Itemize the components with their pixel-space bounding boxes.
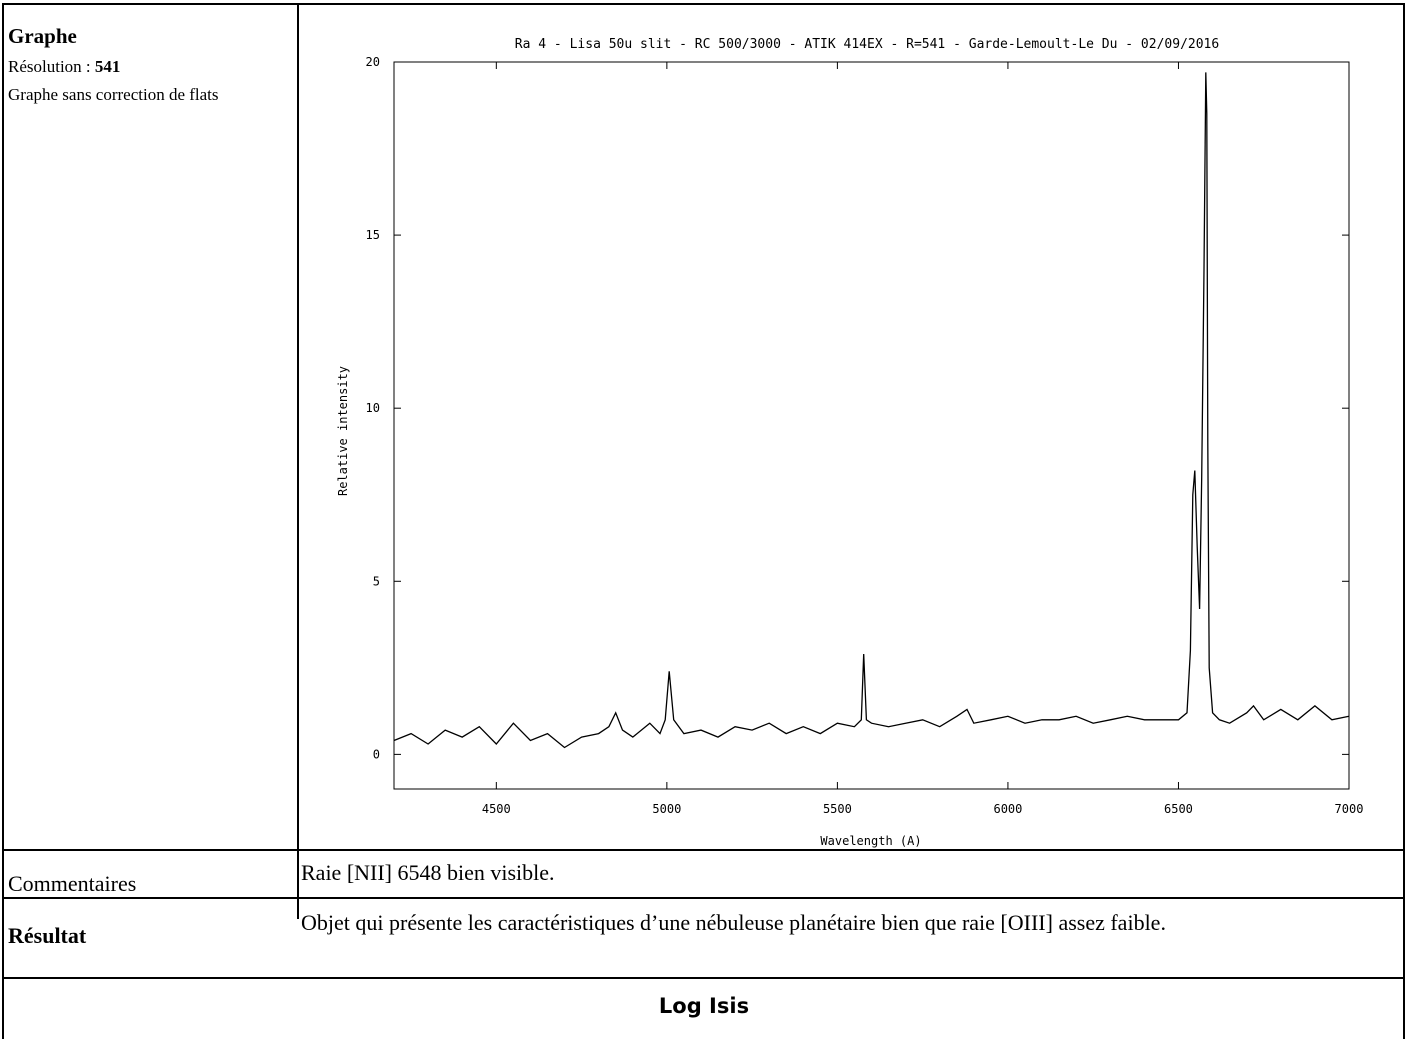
result-text: Objet qui présente les caractéristiques … [301,910,1166,935]
x-tick-label: 4500 [482,802,511,816]
spectrum-line [393,72,1350,749]
plot-area-frame [393,61,1350,790]
resolution-line: Résolution : 541 [8,57,293,77]
axis-tick-labels: 4500 5000 5500 6000 6500 7000 0 5 10 15 20 [366,55,1364,816]
table-border-top [2,3,1405,5]
axis-ticks [394,61,1350,789]
y-tick-label: 20 [366,55,380,69]
x-tick-label: 5000 [652,802,681,816]
y-axis-label: Relative intensity [336,366,350,496]
row-divider-3 [2,977,1405,979]
spectrum-chart: Ra 4 - Lisa 50u slit - RC 500/3000 - ATI… [336,37,1364,848]
graph-info-cell: Graphe Résolution : 541 Graphe sans corr… [8,24,293,105]
resolution-label: Résolution : [8,57,95,76]
comments-label: Commentaires [8,871,137,896]
x-tick-label: 7000 [1335,802,1364,816]
result-label: Résultat [8,923,87,948]
resolution-value: 541 [94,57,121,76]
comments-text: Raie [NII] 6548 bien visible. [301,860,555,885]
graph-section-title: Graphe [8,24,77,48]
x-tick-label: 5500 [823,802,852,816]
x-tick-label: 6000 [993,802,1022,816]
table-border-left [2,3,4,1039]
chart-title: Ra 4 - Lisa 50u slit - RC 500/3000 - ATI… [515,37,1219,52]
series-group [393,72,1350,749]
y-tick-label: 15 [366,228,380,242]
x-axis-label: Wavelength (A) [820,834,921,848]
table-border-right [1403,3,1405,1039]
row-divider-2 [2,897,1405,899]
y-tick-label: 5 [373,574,380,588]
y-tick-label: 10 [366,401,380,415]
footer-title: Log Isis [658,994,750,1018]
y-tick-label: 0 [373,747,380,761]
row-divider-1 [2,849,1405,851]
graph-note: Graphe sans correction de flats [8,85,219,104]
column-divider [297,3,299,919]
x-tick-label: 6500 [1164,802,1193,816]
